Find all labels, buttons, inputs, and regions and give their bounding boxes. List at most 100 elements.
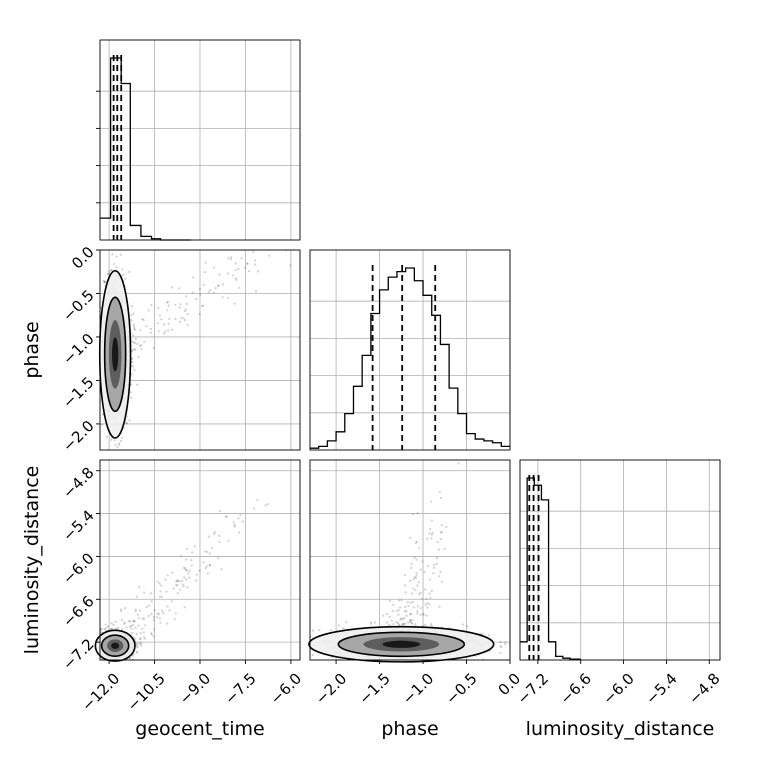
sample-point (388, 599, 392, 603)
sample-point (150, 632, 153, 635)
sample-point (110, 662, 112, 664)
sample-point (411, 619, 414, 622)
sample-point (135, 651, 138, 654)
sample-point (110, 438, 113, 441)
sample-point (254, 290, 258, 293)
sample-point (415, 574, 418, 577)
sample-point (124, 607, 127, 610)
sample-point (217, 284, 220, 287)
sample-point (241, 246, 243, 248)
sample-point (411, 622, 414, 625)
sample-point (113, 262, 116, 266)
ytick-label: −1.0 (59, 330, 97, 368)
ytick-label: −1.5 (59, 373, 97, 411)
sample-point (281, 228, 283, 230)
sample-point (155, 616, 159, 619)
sample-point (424, 623, 427, 627)
sample-point (147, 309, 150, 312)
sample-point (407, 605, 410, 608)
sample-point (303, 647, 305, 649)
sample-point (186, 313, 189, 316)
sample-point (225, 515, 228, 518)
sample-point (119, 253, 122, 256)
sample-point (440, 531, 443, 534)
sample-point (139, 344, 142, 347)
sample-point (217, 557, 220, 560)
sample-point (173, 618, 176, 621)
sample-point (418, 593, 421, 596)
sample-point (244, 266, 247, 269)
sample-point (269, 216, 271, 218)
sample-point (409, 601, 412, 604)
sample-point (112, 663, 114, 665)
sample-point (275, 243, 277, 245)
sample-point (179, 588, 182, 591)
sample-point (351, 662, 353, 664)
sample-point (401, 623, 404, 626)
sample-point (133, 620, 136, 623)
sample-point (405, 614, 408, 617)
sample-point (178, 287, 181, 290)
sample-point (117, 664, 119, 666)
xlabel-geocent-time: geocent_time (135, 718, 264, 740)
sample-point (368, 392, 370, 394)
sample-point (184, 319, 187, 322)
sample-point (158, 617, 161, 620)
sample-point (94, 287, 96, 289)
sample-point (227, 539, 230, 543)
sample-point (430, 519, 433, 522)
sample-point (253, 507, 256, 510)
sample-point (400, 617, 403, 620)
sample-point (382, 614, 385, 617)
sample-point (257, 219, 259, 221)
sample-point (439, 538, 442, 541)
sample-point (133, 368, 136, 371)
sample-point (416, 610, 419, 613)
sample-point (539, 653, 541, 655)
sample-point (110, 622, 113, 625)
sample-point (122, 662, 124, 664)
sample-point (383, 664, 385, 666)
sample-point (414, 589, 417, 592)
sample-point (198, 569, 201, 573)
sample-point (487, 634, 491, 637)
sample-point (122, 452, 124, 454)
sample-point (499, 640, 502, 644)
sample-point (203, 550, 206, 553)
sample-point (424, 588, 427, 591)
sample-point (195, 573, 199, 576)
xtick-label: −12.0 (78, 670, 123, 715)
sample-point (150, 600, 153, 603)
sample-point (183, 576, 186, 579)
ylabel-luminosity-distance: luminosity_distance (21, 466, 43, 655)
sample-point (419, 591, 422, 595)
sample-point (412, 578, 415, 581)
xtick-label: −6.0 (267, 670, 305, 708)
sample-point (237, 517, 240, 520)
sample-point (97, 308, 99, 310)
sample-point (128, 657, 131, 660)
panel-frame (309, 249, 511, 451)
sample-point (246, 262, 249, 266)
sample-point (253, 241, 255, 243)
sample-point (131, 357, 134, 360)
sample-point (96, 654, 98, 656)
sample-point (409, 620, 412, 624)
sample-point (256, 270, 260, 273)
sample-point (144, 624, 147, 627)
sample-point (117, 442, 120, 445)
ytick-label: −7.2 (59, 635, 97, 673)
sample-point (133, 327, 136, 330)
sample-point (386, 612, 389, 616)
sample-point (174, 303, 177, 306)
sample-point (433, 563, 436, 566)
sample-point (168, 317, 171, 320)
sample-point (164, 330, 167, 333)
sample-point (132, 623, 135, 626)
xtick-label: −9.0 (176, 670, 214, 708)
sample-point (412, 513, 415, 516)
sample-point (429, 596, 432, 599)
sample-point (113, 245, 115, 247)
sample-point (424, 603, 427, 606)
sample-point (301, 639, 303, 641)
